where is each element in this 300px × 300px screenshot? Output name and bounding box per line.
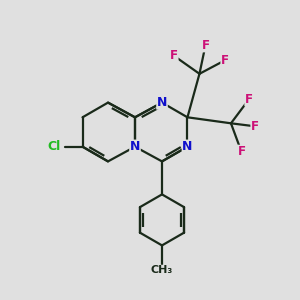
Text: F: F: [245, 93, 253, 106]
Text: F: F: [170, 49, 178, 62]
Text: F: F: [221, 54, 229, 67]
Text: N: N: [130, 140, 140, 153]
Text: F: F: [238, 145, 245, 158]
Text: CH₃: CH₃: [151, 265, 173, 275]
Text: Cl: Cl: [47, 140, 61, 153]
Text: N: N: [182, 140, 193, 153]
Text: N: N: [157, 96, 167, 109]
Text: F: F: [202, 39, 209, 52]
Text: F: F: [251, 120, 259, 133]
